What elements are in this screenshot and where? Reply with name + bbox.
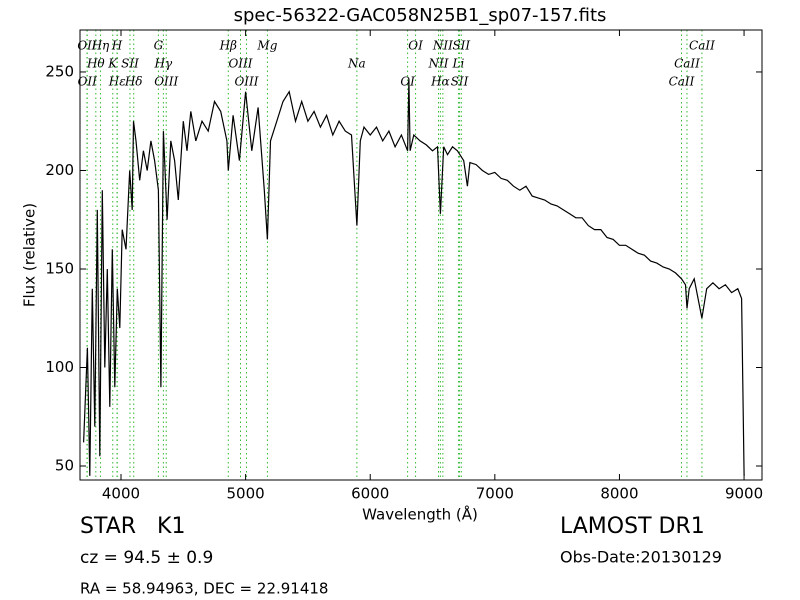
spectral-line-label: Na (347, 57, 366, 71)
x-axis-label: Wavelength (Å) (362, 505, 478, 524)
spectral-line-label: Li (452, 57, 465, 71)
spectral-line-label: Hθ (86, 57, 105, 71)
spectral-line-label: Hα (430, 75, 450, 89)
spectral-line-label: NII (428, 57, 449, 71)
spectral-line-label: SII (121, 57, 139, 71)
redshift: cz = 94.5 ± 0.9 (80, 548, 213, 568)
spectral-line-label: Hη (91, 39, 110, 53)
spectral-line-label: SII (452, 39, 470, 53)
spectral-line-label: G (154, 39, 164, 53)
spectrum-line (83, 79, 745, 476)
spectral-line-label: OIII (154, 75, 178, 89)
spectral-line-label: OIII (228, 57, 252, 71)
spectral-line-label: H (111, 39, 123, 53)
spectral-line-label: OI (408, 39, 423, 53)
x-tick-label: 7000 (476, 485, 514, 503)
plot-frame (79, 29, 763, 481)
x-tick-label: 8000 (600, 485, 638, 503)
x-tick-label: 9000 (725, 485, 763, 503)
spectral-line-label: Mg (256, 39, 277, 53)
x-tick-label: 6000 (351, 485, 389, 503)
y-tick-label: 50 (55, 457, 74, 475)
y-tick-label: 150 (45, 259, 74, 277)
spectral-line-label: CaII (669, 75, 695, 89)
spectral-line-label: K (107, 57, 118, 71)
spectral-line-label: CaII (689, 39, 715, 53)
object-class: STAR K1 (80, 514, 185, 539)
obs-date: Obs-Date:20130129 (560, 548, 722, 567)
spectral-line-label: OIII (234, 75, 258, 89)
y-tick-label: 200 (45, 161, 74, 179)
spectral-line-label: OII (78, 75, 98, 89)
coordinates: RA = 58.94963, DEC = 22.91418 (80, 580, 328, 598)
spectral-line-label: SII (451, 75, 469, 89)
y-tick-label: 100 (45, 358, 74, 376)
spectral-line-label: Hδ (124, 75, 143, 89)
spectral-line-label: Hγ (154, 57, 173, 71)
spectral-line-label: NII (432, 39, 453, 53)
spectral-line-label: OI (400, 75, 415, 89)
survey: LAMOST DR1 (560, 514, 705, 539)
spectral-line-label: Hβ (219, 39, 237, 53)
y-axis-label: Flux (relative) (21, 203, 39, 307)
chart-title: spec-56322-GAC058N25B1_sp07-157.fits (234, 5, 607, 26)
spectral-line-label: OII (77, 39, 97, 53)
x-tick-label: 4000 (102, 485, 140, 503)
y-tick-label: 250 (45, 62, 74, 80)
x-tick-label: 5000 (227, 485, 265, 503)
spectral-line-label: Hε (108, 75, 126, 89)
spectral-line-label: CaII (674, 57, 700, 71)
